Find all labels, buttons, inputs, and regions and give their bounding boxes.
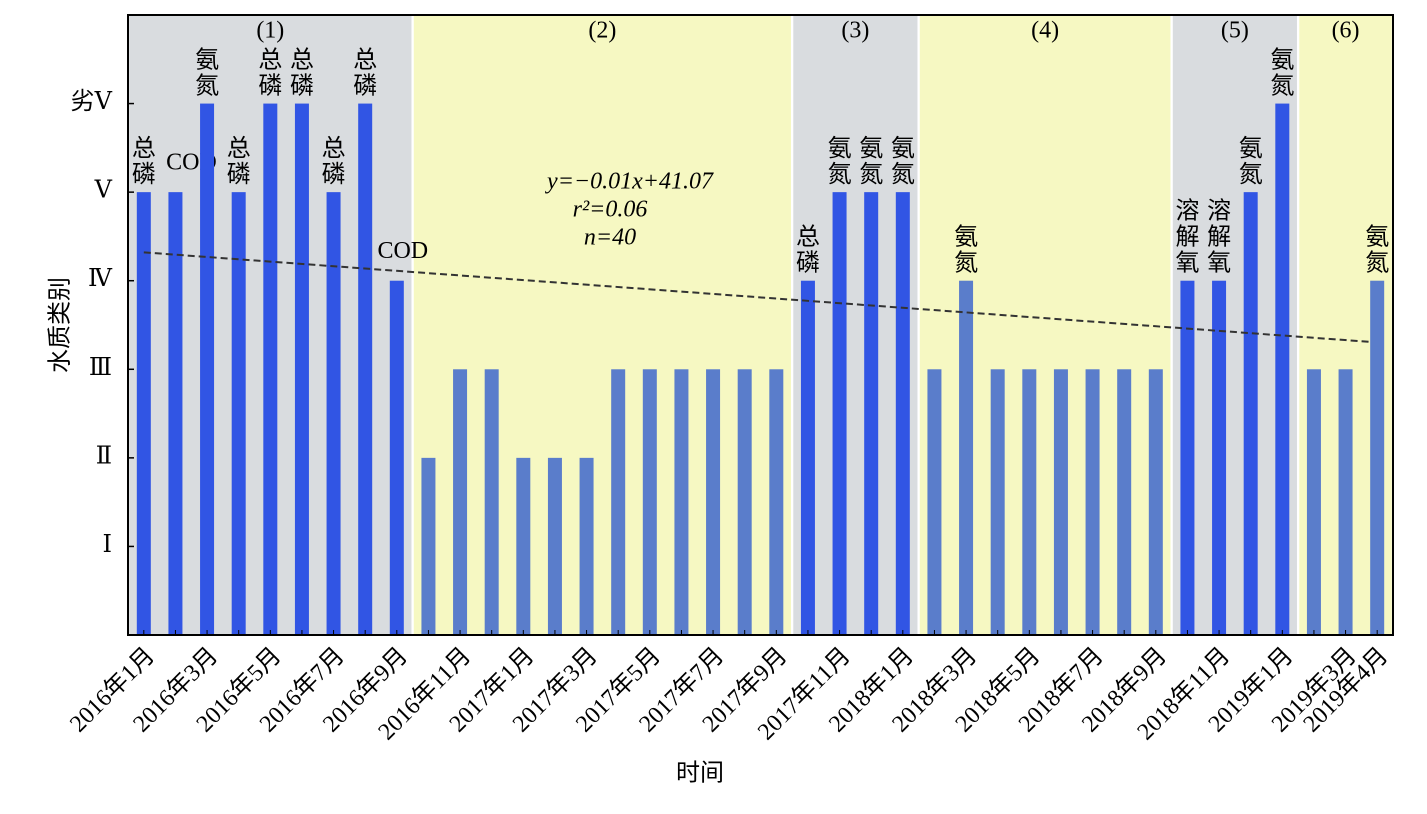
data-label: 总磷 — [353, 46, 377, 99]
bar — [832, 192, 847, 635]
y-tick-label: Ⅰ — [103, 532, 112, 558]
bar — [1338, 369, 1353, 635]
bar — [800, 280, 815, 635]
bar — [200, 103, 215, 636]
data-label: COD — [377, 238, 428, 264]
data-label: 总磷 — [227, 135, 251, 188]
bar — [737, 369, 752, 635]
region-label: (2) — [588, 18, 616, 44]
trend-line — [143, 251, 1370, 343]
trend-n: n=40 — [584, 225, 636, 251]
y-axis-label: 水质类别 — [47, 277, 74, 373]
bar — [1306, 369, 1321, 635]
bar — [864, 192, 879, 635]
data-label: 溶解氧 — [1175, 197, 1199, 276]
data-label: 总磷 — [322, 135, 346, 188]
bar — [1148, 369, 1163, 635]
region-label: (6) — [1332, 18, 1360, 44]
bar — [294, 103, 309, 636]
plot-frame — [127, 14, 1394, 636]
bar — [1085, 369, 1100, 635]
y-tick-label: Ⅳ — [88, 266, 113, 292]
data-label: 氨氮 — [954, 223, 978, 276]
bar — [1212, 280, 1227, 635]
data-label: 总磷 — [132, 135, 156, 188]
bar — [358, 103, 373, 636]
bar — [389, 280, 404, 635]
bar — [895, 192, 910, 635]
bar — [674, 369, 689, 635]
data-label: 氨氮 — [1365, 223, 1389, 276]
data-label: 溶解氧 — [1207, 197, 1231, 276]
bar — [136, 192, 151, 635]
bar — [168, 192, 183, 635]
bar — [642, 369, 657, 635]
bar — [516, 457, 531, 635]
data-label: 总磷 — [258, 46, 282, 99]
y-tick-label: Ⅱ — [96, 443, 112, 469]
bar — [990, 369, 1005, 635]
data-label: 氨氮 — [195, 46, 219, 99]
bar — [484, 369, 499, 635]
data-label: 氨氮 — [859, 135, 883, 188]
bar — [421, 457, 436, 635]
bar — [706, 369, 721, 635]
x-axis-label: 时间 — [676, 760, 724, 787]
region-background — [413, 15, 791, 635]
data-label: 总磷 — [290, 46, 314, 99]
trend-equation: y=−0.01x+41.07 — [545, 169, 714, 195]
bar — [547, 457, 562, 635]
bar — [263, 103, 278, 636]
data-label: 氨氮 — [1239, 135, 1263, 188]
region-label: (4) — [1031, 18, 1059, 44]
bar — [959, 280, 974, 635]
bar — [769, 369, 784, 635]
bar — [927, 369, 942, 635]
region-label: (1) — [256, 18, 284, 44]
trend-r2: r²=0.06 — [573, 197, 648, 223]
bar — [1370, 280, 1385, 635]
bar — [326, 192, 341, 635]
region-label: (5) — [1221, 18, 1249, 44]
data-label: 氨氮 — [1270, 46, 1294, 99]
bar — [453, 369, 468, 635]
y-tick-label: 劣Ⅴ — [71, 88, 113, 115]
bar — [579, 457, 594, 635]
data-label: 总磷 — [796, 223, 820, 276]
bar — [1180, 280, 1195, 635]
bar — [1022, 369, 1037, 635]
data-label: 氨氮 — [891, 135, 915, 188]
bar — [1053, 369, 1068, 635]
region-label: (3) — [841, 18, 869, 44]
data-label: 氨氮 — [828, 135, 852, 188]
bar — [1243, 192, 1258, 635]
bar — [231, 192, 246, 635]
y-tick-label: Ⅲ — [89, 355, 112, 381]
bar — [1275, 103, 1290, 636]
bar — [1117, 369, 1132, 635]
bar — [611, 369, 626, 635]
y-tick-label: Ⅴ — [94, 178, 113, 204]
